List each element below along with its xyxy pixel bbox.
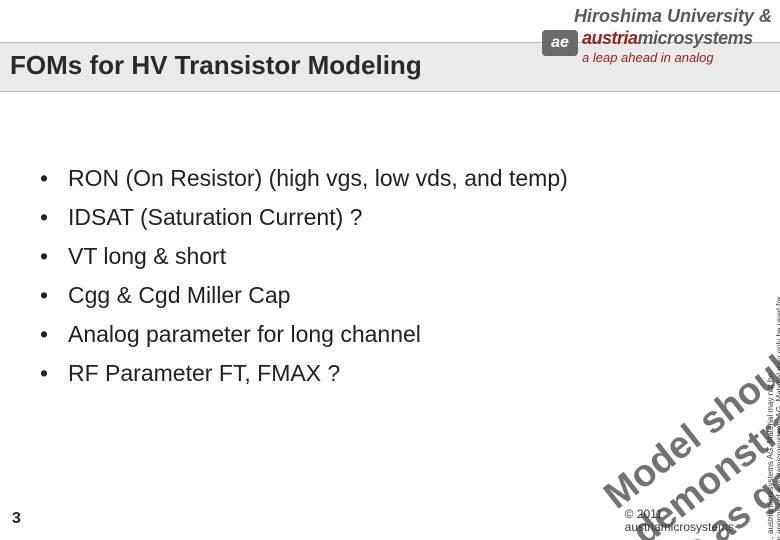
bullet-text: RF Parameter FT, FMAX ? [68, 360, 340, 387]
brand-badge-icon: ae [542, 30, 578, 56]
bullet-text: VT long & short [68, 243, 226, 270]
brand-word-a: austria [582, 28, 638, 48]
list-item: • Analog parameter for long channel [40, 321, 720, 348]
brand-wordmark: austriamicrosystems [582, 28, 753, 49]
university-name: Hiroshima University & [574, 6, 772, 27]
brand-tagline: a leap ahead in analog [582, 50, 714, 65]
bullet-list: • RON (On Resistor) (high vgs, low vds, … [40, 165, 720, 399]
list-item: • RF Parameter FT, FMAX ? [40, 360, 720, 387]
bullet-text: RON (On Resistor) (high vgs, low vds, an… [68, 165, 568, 192]
list-item: • Cgg & Cgd Miller Cap [40, 282, 720, 309]
bullet-dot-icon: • [40, 282, 68, 309]
list-item: • VT long & short [40, 243, 720, 270]
footer-brand: austriamicrosystems [625, 521, 734, 534]
footer-year: © 2011 [625, 508, 734, 521]
slide: Hiroshima University & FOMs for HV Trans… [0, 0, 780, 540]
bullet-dot-icon: • [40, 360, 68, 387]
footer-copyright: © 2011 austriamicrosystems [625, 508, 734, 534]
brand-word-b: microsystems [638, 28, 753, 48]
list-item: • RON (On Resistor) (high vgs, low vds, … [40, 165, 720, 192]
bullet-dot-icon: • [40, 243, 68, 270]
bullet-text: Cgg & Cgd Miller Cap [68, 282, 290, 309]
bullet-dot-icon: • [40, 165, 68, 192]
bullet-dot-icon: • [40, 321, 68, 348]
bullet-text: IDSAT (Saturation Current) ? [68, 204, 362, 231]
brand-logo-block: ae austriamicrosystems a leap ahead in a… [542, 28, 772, 78]
rights-vertical-text: All rights reserved. ©2011, austriamicro… [766, 290, 780, 540]
list-item: • IDSAT (Saturation Current) ? [40, 204, 720, 231]
bullet-dot-icon: • [40, 204, 68, 231]
bullet-text: Analog parameter for long channel [68, 321, 421, 348]
page-number: 3 [12, 510, 21, 528]
slide-title: FOMs for HV Transistor Modeling [10, 50, 422, 81]
